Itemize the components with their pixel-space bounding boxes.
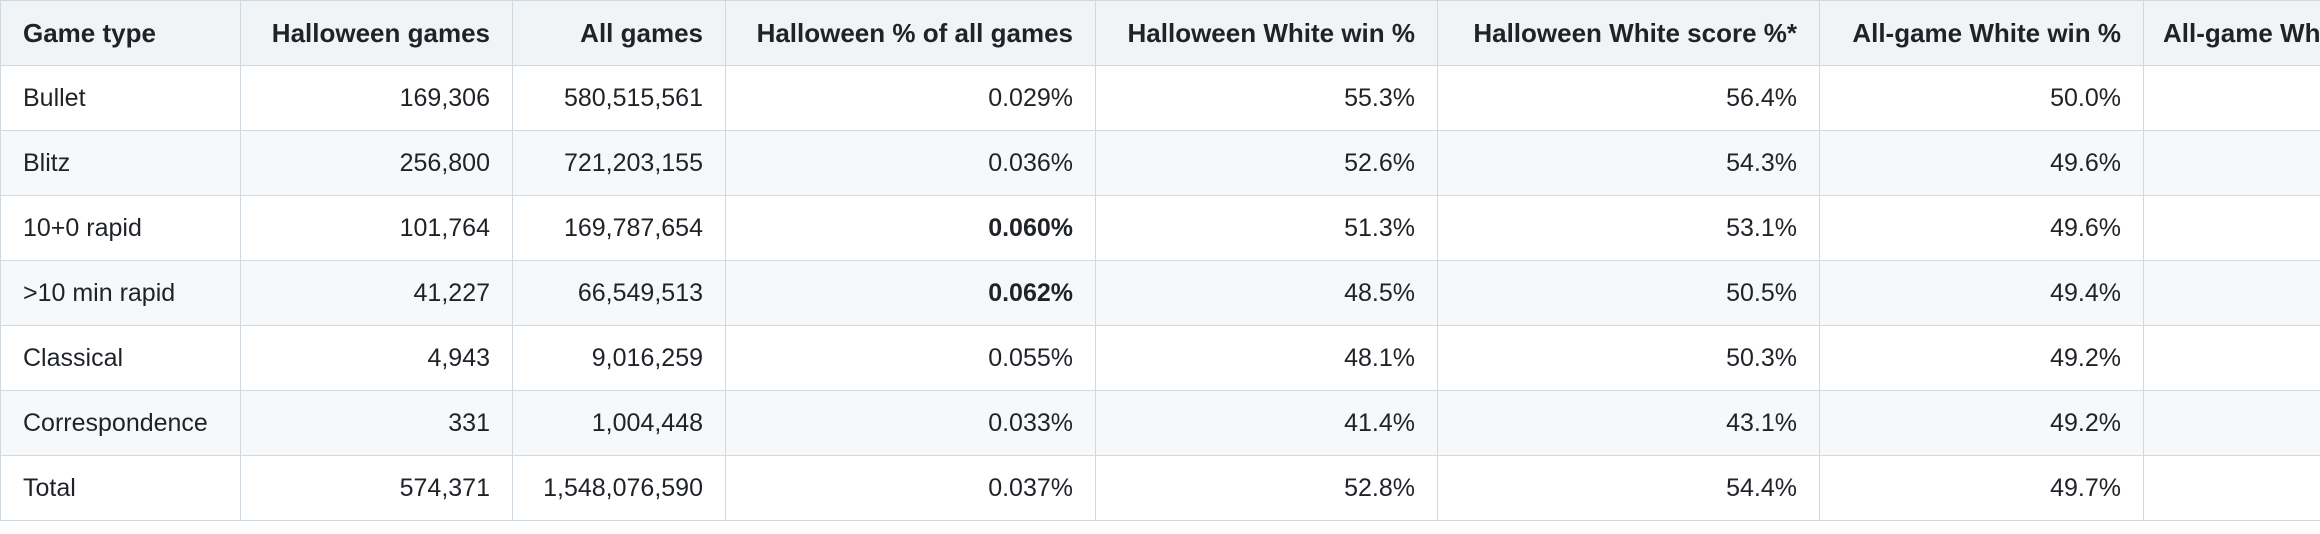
cell: 55.3% [1095, 65, 1438, 131]
cell: 49.2% [1819, 390, 2144, 456]
cell: 49.7% [1819, 455, 2144, 521]
cell: 50.5% [1437, 260, 1820, 326]
cell: 721,203,155 [512, 130, 726, 196]
cell: 574,371 [240, 455, 513, 521]
cell: 53.1% [1437, 195, 1820, 261]
cell: 0.029% [725, 65, 1096, 131]
cell: 54.4% [1437, 455, 1820, 521]
cell: 52.6% [1095, 130, 1438, 196]
column-header: Halloween % of all games [725, 0, 1096, 66]
column-header: All-game White win % [1819, 0, 2144, 66]
column-header: Halloween White score %* [1437, 0, 1820, 66]
clipped-cell [2143, 325, 2320, 391]
column-header: All games [512, 0, 726, 66]
cell: 0.037% [725, 455, 1096, 521]
table-row: Classical 4,943 9,016,259 0.055% 48.1% 50.3% 4… [0, 325, 2320, 391]
cell: 50.3% [1437, 325, 1820, 391]
column-header: Game type [0, 0, 241, 66]
clipped-cell [2143, 195, 2320, 261]
clipped-cell [2143, 260, 2320, 326]
cell: 0.062% [725, 260, 1096, 326]
cell: 1,548,076,590 [512, 455, 726, 521]
column-header: Halloween games [240, 0, 513, 66]
row-label: Bullet [0, 65, 241, 131]
table-row: 10+0 rapid 101,764 169,787,654 0.060% 51.3% 5… [0, 195, 2320, 261]
column-header: Halloween White win % [1095, 0, 1438, 66]
column-header: All-game Wh [2143, 0, 2320, 66]
cell: 49.6% [1819, 195, 2144, 261]
table-row: >10 min rapid 41,227 66,549,513 0.062% 48.5%… [0, 260, 2320, 326]
row-label: >10 min rapid [0, 260, 241, 326]
cell: 43.1% [1437, 390, 1820, 456]
cell: 169,306 [240, 65, 513, 131]
cell: 66,549,513 [512, 260, 726, 326]
row-label: 10+0 rapid [0, 195, 241, 261]
row-label: Classical [0, 325, 241, 391]
cell: 169,787,654 [512, 195, 726, 261]
row-label: Correspondence [0, 390, 241, 456]
cell: 0.036% [725, 130, 1096, 196]
cell: 56.4% [1437, 65, 1820, 131]
cell: 9,016,259 [512, 325, 726, 391]
table-row: Bullet 169,306 580,515,561 0.029% 55.3% 56.4%… [0, 65, 2320, 131]
cell: 49.2% [1819, 325, 2144, 391]
row-label: Total [0, 455, 241, 521]
cell: 0.060% [725, 195, 1096, 261]
table-row: Blitz 256,800 721,203,155 0.036% 52.6% 54.3% 4… [0, 130, 2320, 196]
cell: 256,800 [240, 130, 513, 196]
cell: 101,764 [240, 195, 513, 261]
clipped-cell [2143, 65, 2320, 131]
cell: 49.6% [1819, 130, 2144, 196]
cell: 49.4% [1819, 260, 2144, 326]
cell: 54.3% [1437, 130, 1820, 196]
row-label: Blitz [0, 130, 241, 196]
cell: 0.055% [725, 325, 1096, 391]
cell: 4,943 [240, 325, 513, 391]
cell: 1,004,448 [512, 390, 726, 456]
cell: 50.0% [1819, 65, 2144, 131]
table-body: Bullet 169,306 580,515,561 0.029% 55.3% 56.4%… [0, 65, 2320, 521]
cell: 331 [240, 390, 513, 456]
data-table: Game type Halloween games All games Hallowe… [0, 0, 2320, 521]
clipped-cell [2143, 130, 2320, 196]
table-row: Total 574,371 1,548,076,590 0.037% 52.8% 54.4… [0, 455, 2320, 521]
header-row: Game type Halloween games All games Hallowe… [0, 0, 2320, 66]
cell: 52.8% [1095, 455, 1438, 521]
cell: 48.5% [1095, 260, 1438, 326]
cell: 580,515,561 [512, 65, 726, 131]
clipped-cell [2143, 390, 2320, 456]
table-row: Correspondence 331 1,004,448 0.033% 41.4% 43.… [0, 390, 2320, 456]
cell: 0.033% [725, 390, 1096, 456]
cell: 41.4% [1095, 390, 1438, 456]
cell: 48.1% [1095, 325, 1438, 391]
cell: 51.3% [1095, 195, 1438, 261]
cell: 41,227 [240, 260, 513, 326]
clipped-cell [2143, 455, 2320, 521]
